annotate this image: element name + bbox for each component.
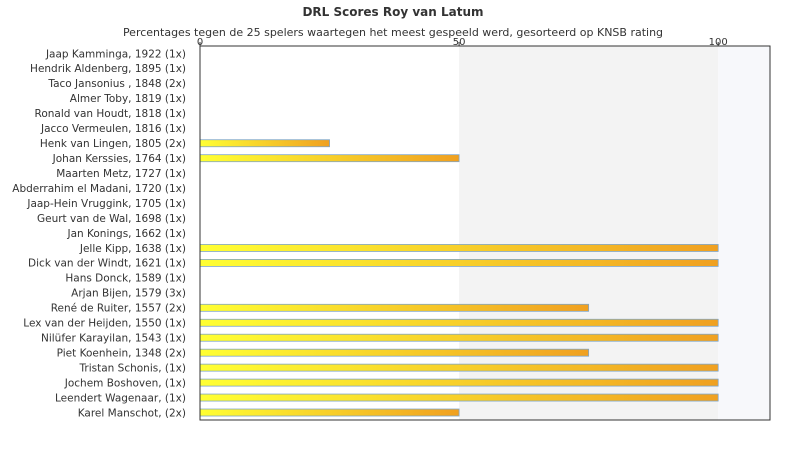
grid-band bbox=[718, 46, 770, 420]
category-label: Abderrahim el Madani, 1720 (1x) bbox=[12, 183, 186, 195]
category-label: Lex van der Heijden, 1550 (1x) bbox=[23, 318, 186, 330]
category-label: Karel Manschot, (2x) bbox=[78, 407, 186, 419]
bar bbox=[199, 393, 719, 402]
plot-border bbox=[199, 45, 771, 421]
grid-band bbox=[459, 46, 719, 420]
bar bbox=[199, 244, 719, 252]
bar bbox=[199, 139, 330, 148]
chart-subtitle: Percentages tegen de 25 spelers waartege… bbox=[123, 26, 663, 39]
category-label: Tristan Schonis, (1x) bbox=[79, 362, 186, 374]
bar bbox=[199, 303, 590, 312]
x-tick-label: 100 bbox=[709, 37, 728, 48]
x-tick-label: 0 bbox=[197, 37, 203, 48]
category-label: Hendrik Aldenberg, 1895 (1x) bbox=[30, 63, 186, 75]
bar bbox=[199, 408, 460, 417]
category-label: Nilüfer Karayilan, 1543 (1x) bbox=[41, 333, 186, 345]
category-label: Arjan Bijen, 1579 (3x) bbox=[71, 288, 186, 300]
category-label: Jochem Boshoven, (1x) bbox=[64, 377, 186, 389]
category-label: Geurt van de Wal, 1698 (1x) bbox=[37, 213, 186, 225]
bar bbox=[199, 318, 719, 327]
category-label: Hans Donck, 1589 (1x) bbox=[65, 273, 186, 285]
category-label: Maarten Metz, 1727 (1x) bbox=[56, 168, 186, 180]
category-label: Jelle Kipp, 1638 (1x) bbox=[79, 243, 186, 255]
category-label: Jaap-Hein Vruggink, 1705 (1x) bbox=[26, 198, 186, 210]
chart-title: DRL Scores Roy van Latum bbox=[302, 5, 483, 19]
bar bbox=[199, 348, 590, 357]
category-label: Johan Kerssies, 1764 (1x) bbox=[52, 153, 186, 165]
category-label: Dick van der Windt, 1621 (1x) bbox=[28, 258, 186, 270]
category-label: Almer Toby, 1819 (1x) bbox=[70, 93, 186, 105]
bar bbox=[199, 333, 719, 342]
category-label: Taco Jansonius , 1848 (2x) bbox=[47, 78, 186, 90]
bar bbox=[199, 154, 460, 163]
bar bbox=[199, 378, 719, 387]
category-label: Jaap Kamminga, 1922 (1x) bbox=[45, 48, 186, 60]
category-label: René de Ruiter, 1557 (2x) bbox=[51, 303, 186, 315]
grid-band bbox=[200, 46, 460, 420]
category-label: Piet Koenhein, 1348 (2x) bbox=[57, 347, 186, 359]
category-label: Henk van Lingen, 1805 (2x) bbox=[40, 138, 186, 150]
category-label: Jacco Vermeulen, 1816 (1x) bbox=[40, 123, 186, 135]
category-label: Leendert Wagenaar, (1x) bbox=[55, 392, 186, 404]
bar bbox=[199, 363, 719, 372]
category-labels: Jaap Kamminga, 1922 (1x) Hendrik Aldenber… bbox=[12, 48, 186, 419]
bar bbox=[199, 259, 719, 267]
category-label: Jan Konings, 1662 (1x) bbox=[67, 228, 187, 240]
plot-frame bbox=[199, 42, 771, 421]
x-tick-label: 50 bbox=[453, 37, 466, 48]
category-label: Ronald van Houdt, 1818 (1x) bbox=[35, 108, 186, 120]
grid-bands bbox=[200, 46, 770, 420]
x-axis-ticks: 0 50 100 bbox=[197, 37, 728, 48]
